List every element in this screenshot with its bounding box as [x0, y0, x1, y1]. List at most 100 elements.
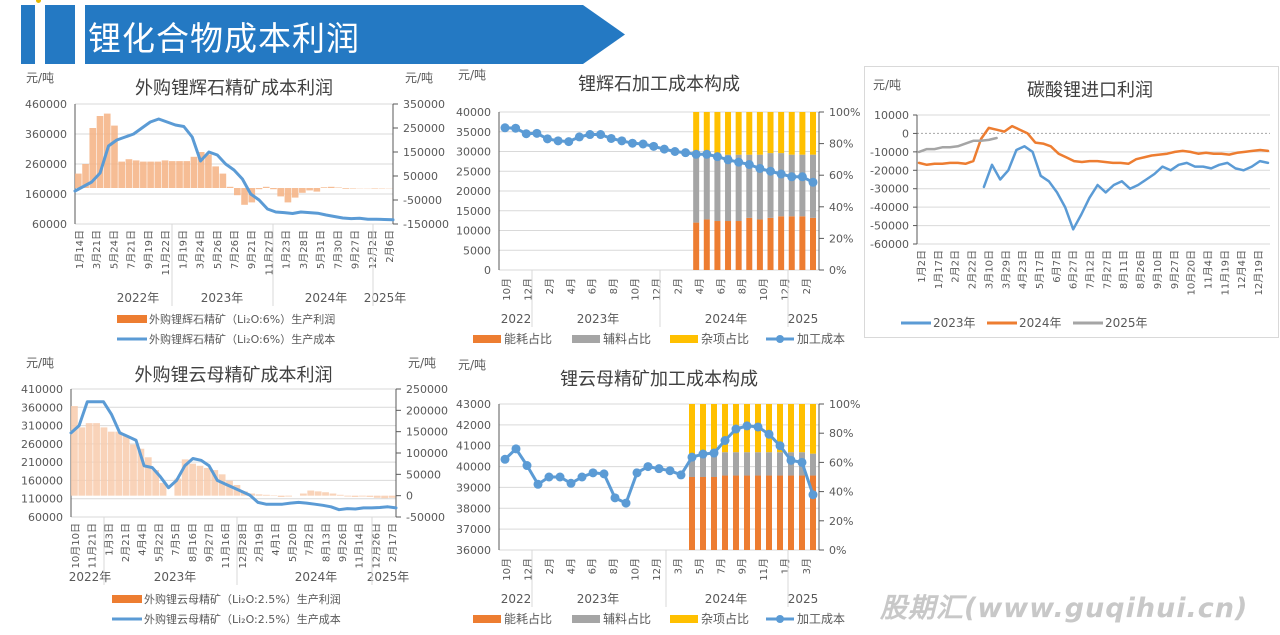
y-tick-right: 150000	[403, 146, 445, 159]
x-tick-label: 6月27日	[1068, 250, 1080, 289]
profit-bar	[111, 125, 118, 188]
x-tick-label: 1月3日	[103, 523, 115, 556]
x-tick-label: 6月	[587, 558, 599, 574]
y-tick: -50000	[870, 220, 909, 233]
y-tick-left: 410000	[21, 383, 63, 396]
energy-bar	[703, 219, 710, 270]
energy-bar	[799, 216, 806, 270]
cost-marker	[691, 149, 701, 159]
x-tick-label: 7月30日	[332, 230, 344, 269]
misc-bar	[799, 112, 806, 155]
y-tick-left: 39000	[456, 481, 491, 494]
y-tick-left: 60000	[32, 218, 67, 231]
x-tick-label: 2月22日	[967, 250, 979, 289]
cost-marker	[577, 472, 587, 482]
x-tick-label: 10月	[501, 558, 513, 581]
cost-marker	[681, 148, 691, 158]
misc-bar	[693, 112, 700, 158]
energy-bar	[778, 216, 785, 270]
x-tick-label: 12月26日	[370, 523, 382, 568]
profit-bar	[344, 495, 352, 497]
aux-bar	[777, 452, 783, 476]
x-year-label: 2025年	[367, 570, 410, 584]
profit-bar	[203, 467, 211, 496]
profit-bar	[140, 161, 147, 188]
x-tick-label: 1月	[780, 558, 792, 574]
energy-bar	[810, 217, 816, 270]
series-line	[982, 145, 1270, 231]
profit-bar	[342, 188, 350, 189]
x-tick-label: 3月21日	[91, 230, 103, 269]
title-banner	[85, 5, 625, 64]
y-tick-left: 37000	[456, 523, 491, 536]
aux-bar	[766, 452, 772, 476]
cost-marker	[511, 444, 521, 454]
y-tick-left: 260000	[21, 438, 63, 451]
y-tick-left: 160000	[21, 474, 63, 487]
x-tick-label: 9月26日	[337, 523, 349, 562]
profit-bar	[82, 164, 89, 188]
x-tick-label: 4月	[694, 278, 706, 294]
cost-marker	[617, 136, 627, 146]
profit-bar	[263, 494, 270, 496]
cost-marker	[786, 455, 796, 465]
profit-bar	[137, 448, 145, 496]
chart-svg: 锂云母精矿加工成本构成 元/吨 43000 42000 41000 40000 39000 3…	[456, 358, 860, 626]
y-tick: -30000	[870, 183, 909, 196]
y-tick-left: 36000	[456, 544, 491, 557]
profit-bar	[314, 491, 322, 496]
series-line	[917, 136, 998, 154]
x-year-label: 2022年	[117, 291, 160, 305]
aux-bar	[722, 452, 728, 476]
x-tick-label: 10月	[630, 278, 642, 301]
x-tick-label: 12月	[651, 558, 663, 581]
x-tick-label: 7月27日	[1101, 250, 1113, 289]
y-tick-left: 210000	[21, 456, 63, 469]
y-tick-right: 100%	[829, 106, 860, 119]
x-tick-label: 3月10日	[983, 250, 995, 289]
x-tick-label: 2月	[544, 558, 556, 574]
aux-bar	[810, 453, 816, 476]
y-tick-right: 20%	[829, 515, 853, 528]
y-tick-right: 60%	[829, 456, 853, 469]
y-tick-left: 38000	[456, 502, 491, 515]
cost-marker	[544, 472, 554, 482]
profit-bar	[299, 188, 306, 193]
y-tick-right: 60%	[829, 169, 853, 182]
cost-marker	[797, 172, 807, 182]
y-tick-left: 0	[484, 264, 491, 277]
x-tick-label: 1月23日	[281, 230, 293, 269]
misc-bar	[703, 112, 710, 154]
y-tick-right: 40%	[829, 486, 853, 499]
y-tick: -10000	[870, 146, 909, 159]
x-tick-label: 4月4日	[137, 523, 149, 556]
profit-bar	[388, 495, 396, 498]
profit-bar	[327, 186, 335, 188]
x-tick-label: 11月	[758, 558, 770, 581]
chart-lepidolite-processing: 锂云母精矿加工成本构成 元/吨 43000 42000 41000 40000 39000 3…	[440, 355, 860, 635]
legend-label: 2025年	[1105, 316, 1148, 330]
profit-bar	[322, 492, 329, 496]
profit-bar	[125, 159, 133, 188]
y-axis-unit-left: 元/吨	[458, 358, 486, 372]
energy-bar	[756, 219, 763, 270]
misc-bar	[777, 404, 783, 453]
profit-bar	[189, 463, 196, 496]
legend-marker	[776, 335, 784, 343]
y-tick-right: 250000	[406, 383, 448, 396]
cost-marker	[588, 468, 598, 478]
cost-marker	[610, 493, 620, 503]
cost-line	[73, 117, 395, 222]
y-tick: -40000	[870, 201, 909, 214]
misc-bar	[689, 404, 695, 456]
legend-swatch	[572, 615, 600, 623]
x-tick-label: 2月17日	[387, 523, 399, 562]
energy-bar	[722, 475, 728, 550]
x-year-label: 2025	[788, 592, 819, 606]
x-tick-label: 9月27日	[1169, 250, 1181, 289]
profit-bar	[351, 495, 359, 497]
x-tick-label: 6月	[715, 278, 727, 294]
cost-marker	[542, 134, 552, 144]
cost-marker	[775, 441, 785, 451]
cost-marker	[698, 449, 708, 459]
